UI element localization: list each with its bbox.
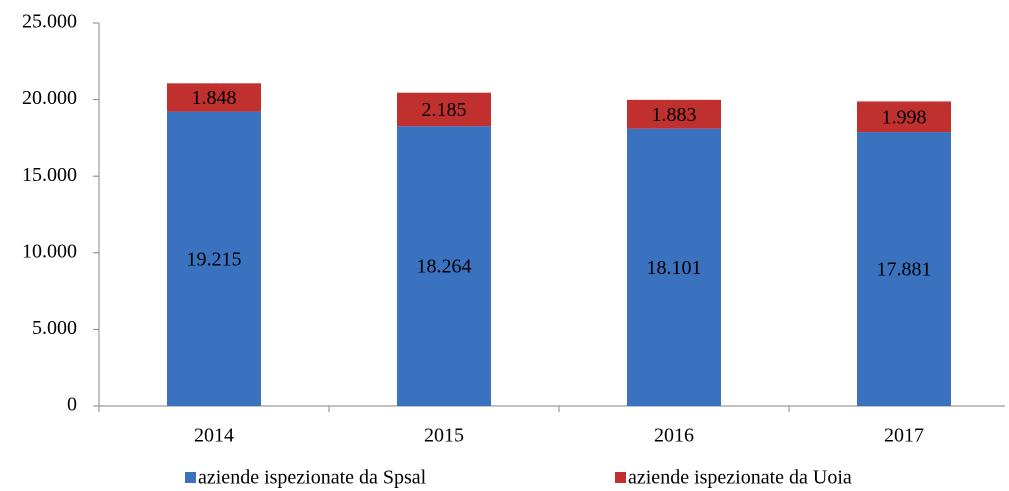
x-tick-label: 2015 xyxy=(424,425,464,447)
data-label: 18.264 xyxy=(417,256,472,278)
bar-segment xyxy=(627,128,721,406)
legend-label: aziende ispezionate da Uoia xyxy=(628,467,852,489)
data-label: 1.998 xyxy=(882,106,927,128)
y-tick-label: 5.000 xyxy=(32,317,77,339)
data-label: 2.185 xyxy=(422,99,467,121)
legend-swatch xyxy=(615,472,626,483)
y-tick-label: 10.000 xyxy=(22,240,77,262)
legend-label: aziende ispezionate da Spsal xyxy=(198,467,427,489)
y-tick-label: 20.000 xyxy=(22,87,77,109)
x-tick-label: 2014 xyxy=(194,425,234,447)
legend-swatch xyxy=(185,472,196,483)
bar-segment xyxy=(397,126,491,406)
bar-segment xyxy=(627,99,721,129)
bar-segment xyxy=(857,101,951,133)
x-tick-label: 2016 xyxy=(654,425,694,447)
bar-segment xyxy=(857,132,951,406)
data-label: 1.883 xyxy=(652,104,697,126)
data-label: 19.215 xyxy=(187,248,242,270)
data-label: 18.101 xyxy=(647,257,702,279)
bar-segment xyxy=(167,111,261,407)
bar-segment xyxy=(397,92,491,127)
data-label: 17.881 xyxy=(877,259,932,281)
bar-segment xyxy=(167,83,261,112)
y-tick-label: 0 xyxy=(67,394,77,416)
x-tick-label: 2017 xyxy=(884,425,924,447)
y-tick-label: 25.000 xyxy=(22,11,77,33)
y-tick-label: 15.000 xyxy=(22,164,77,186)
data-label: 1.848 xyxy=(192,87,237,109)
